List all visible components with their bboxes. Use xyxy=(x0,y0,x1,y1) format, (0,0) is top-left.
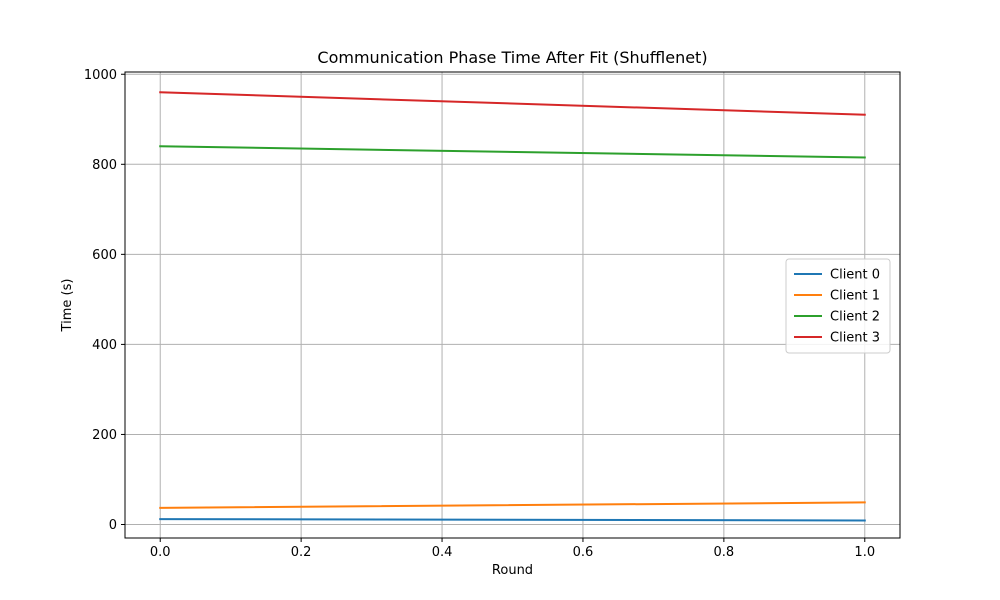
y-tick-label: 800 xyxy=(92,158,117,173)
y-tick-label: 1000 xyxy=(84,68,117,83)
legend-label: Client 0 xyxy=(830,268,880,283)
y-tick-label: 600 xyxy=(92,248,117,263)
y-tick-label: 0 xyxy=(109,518,117,533)
x-tick-label: 0.4 xyxy=(432,545,453,560)
legend-label: Client 2 xyxy=(830,310,880,325)
x-tick-label: 0.2 xyxy=(291,545,312,560)
legend-box xyxy=(785,258,891,354)
x-tick-label: 1.0 xyxy=(854,545,875,560)
legend-label: Client 1 xyxy=(830,289,880,304)
axis-ticks: 0.0 0.2 0.4 0.6 0.8 1.0 0 200 400 600 800 1000 xyxy=(84,68,875,560)
x-tick-label: 0.0 xyxy=(150,545,171,560)
x-axis-label: Round xyxy=(492,563,533,578)
grid xyxy=(125,72,900,538)
plot-frame xyxy=(124,71,901,539)
x-tick-label: 0.6 xyxy=(573,545,594,560)
chart-title: Communication Phase Time After Fit (Shuf… xyxy=(317,48,707,67)
series-line xyxy=(159,501,866,509)
legend-label: Client 3 xyxy=(830,331,880,346)
legend: Client 0 Client 1 Client 2 Client 3 xyxy=(785,258,891,354)
series-lines xyxy=(159,91,866,522)
y-tick-label: 400 xyxy=(92,338,117,353)
y-tick-label: 200 xyxy=(92,428,117,443)
series-line xyxy=(159,145,866,159)
series-line xyxy=(159,91,866,116)
y-axis-label: Time (s) xyxy=(60,279,75,333)
series-line xyxy=(159,518,866,522)
x-tick-label: 0.8 xyxy=(714,545,735,560)
